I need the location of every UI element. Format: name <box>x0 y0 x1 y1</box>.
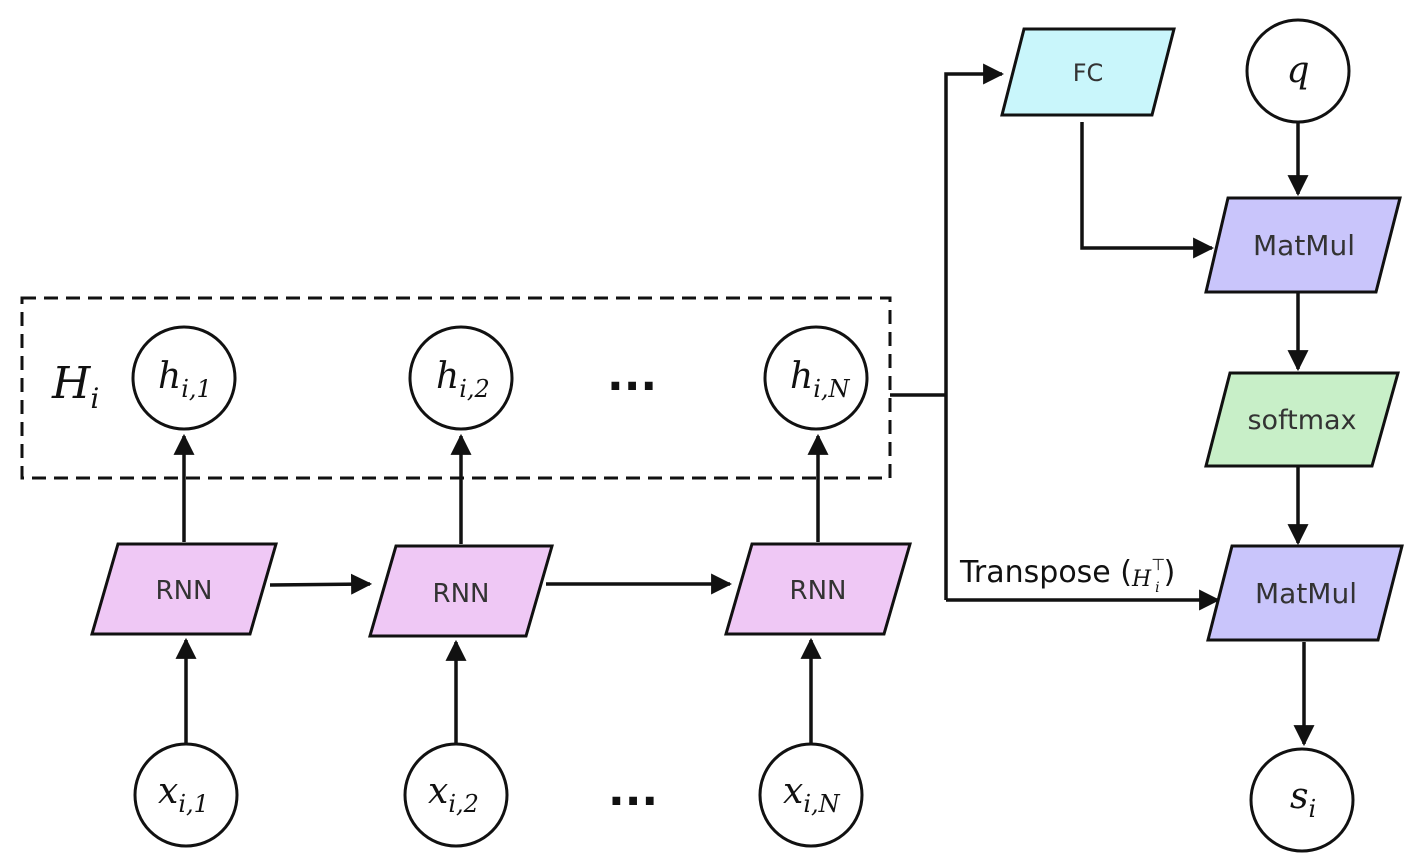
svg-text:hi,1: hi,1 <box>158 356 212 403</box>
hidden-state-node: hi,N <box>763 325 869 431</box>
svg-text:hi,N: hi,N <box>790 356 850 403</box>
query-node: q <box>1245 18 1351 124</box>
svg-text:xi,N: xi,N <box>783 771 841 818</box>
output-node: si <box>1249 747 1355 853</box>
input-node: xi,2 <box>403 742 509 848</box>
fc-block: FC <box>1000 27 1176 117</box>
rnn-block: RNN <box>724 542 912 636</box>
svg-text:FC: FC <box>1073 59 1104 87</box>
hidden-states-group-box <box>20 296 892 480</box>
matmul-block: MatMul <box>1206 544 1404 642</box>
svg-text:xi,1: xi,1 <box>158 771 209 818</box>
rnn-block: RNN <box>90 542 278 636</box>
hidden-group-label: Hi <box>51 358 99 415</box>
input-ellipsis: ... <box>608 765 658 816</box>
svg-text:RNN: RNN <box>156 576 213 606</box>
transpose-label: Transpose (H⊤ i) <box>959 555 1175 596</box>
softmax-block: softmax <box>1204 371 1400 468</box>
svg-text:MatMul: MatMul <box>1253 229 1355 262</box>
svg-text:RNN: RNN <box>433 579 490 609</box>
hidden-state-node: hi,1 <box>131 325 237 431</box>
edges <box>173 63 1315 747</box>
hidden-ellipsis: ... <box>607 350 657 401</box>
svg-text:MatMul: MatMul <box>1255 577 1357 610</box>
svg-text:hi,2: hi,2 <box>436 356 490 403</box>
rnn-block: RNN <box>368 544 554 638</box>
input-node: xi,1 <box>133 742 239 848</box>
svg-text:si: si <box>1290 776 1316 823</box>
svg-text:softmax: softmax <box>1247 405 1356 436</box>
matmul-block: MatMul <box>1204 196 1402 294</box>
hidden-state-node: hi,2 <box>408 325 514 431</box>
input-node: xi,N <box>758 742 864 848</box>
svg-text:RNN: RNN <box>790 576 847 606</box>
svg-text:q: q <box>1286 50 1309 91</box>
svg-text:xi,2: xi,2 <box>428 771 479 818</box>
